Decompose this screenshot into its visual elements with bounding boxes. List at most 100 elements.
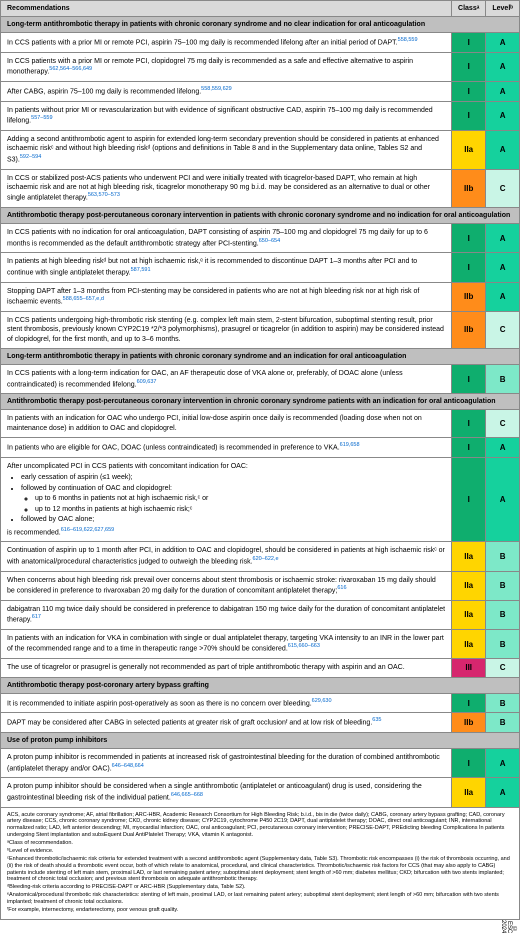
- level-cell: A: [486, 101, 520, 130]
- class-cell: IIb: [452, 282, 486, 311]
- level-cell: A: [486, 778, 520, 807]
- class-cell: I: [452, 410, 486, 438]
- section-header: Long-term antithrombotic therapy in pati…: [1, 17, 520, 33]
- level-cell: C: [486, 169, 520, 208]
- level-cell: A: [486, 130, 520, 169]
- class-cell: IIa: [452, 130, 486, 169]
- recommendation-text: DAPT may be considered after CABG in sel…: [1, 713, 452, 733]
- level-cell: A: [486, 438, 520, 458]
- class-cell: I: [452, 33, 486, 53]
- recommendation-text: In patients at high bleeding riskᵈ but n…: [1, 253, 452, 282]
- level-cell: B: [486, 629, 520, 658]
- recommendation-row: A proton pump inhibitor should be consid…: [1, 778, 520, 807]
- recommendation-text: The use of ticagrelor or prasugrel is ge…: [1, 659, 452, 677]
- recommendation-text: Continuation of aspirin up to 1 month af…: [1, 542, 452, 571]
- footnote-line: ᵇLevel of evidence.: [7, 848, 513, 855]
- section-header: Long-term antithrombotic therapy in pati…: [1, 349, 520, 365]
- class-cell: I: [452, 224, 486, 253]
- recommendation-text: It is recommended to initiate aspirin po…: [1, 693, 452, 713]
- recommendation-text: Stopping DAPT after 1–3 months from PCI-…: [1, 282, 452, 311]
- section-header: Antithrombotic therapy post-coronary art…: [1, 677, 520, 693]
- recommendation-row: In patients at high bleeding riskᵈ but n…: [1, 253, 520, 282]
- class-cell: I: [452, 253, 486, 282]
- recommendation-row: After CABG, aspirin 75–100 mg daily is r…: [1, 81, 520, 101]
- class-cell: IIb: [452, 713, 486, 733]
- recommendation-text: In CCS or stabilized post-ACS patients w…: [1, 169, 452, 208]
- class-cell: I: [452, 693, 486, 713]
- class-cell: I: [452, 52, 486, 81]
- section-header: Antithrombotic therapy post-percutaneous…: [1, 394, 520, 410]
- recommendation-text: Adding a second antithrombotic agent to …: [1, 130, 452, 169]
- recommendation-row: In patients who are eligible for OAC, DO…: [1, 438, 520, 458]
- level-cell: A: [486, 749, 520, 778]
- recommendation-text: A proton pump inhibitor is recommended i…: [1, 749, 452, 778]
- class-cell: I: [452, 749, 486, 778]
- recommendation-text: A proton pump inhibitor should be consid…: [1, 778, 452, 807]
- footnote-line: ᵈBleeding-risk criteria according to PRE…: [7, 884, 513, 891]
- recommendation-row: dabigatran 110 mg twice daily should be …: [1, 600, 520, 629]
- level-cell: A: [486, 224, 520, 253]
- footnote-line: ᶠFor example, internectomy, endarterecto…: [7, 907, 513, 914]
- class-cell: I: [452, 365, 486, 394]
- footnote-line: ᶜEnhanced thrombotic/ischaemic risk crit…: [7, 856, 513, 884]
- level-cell: B: [486, 365, 520, 394]
- level-cell: A: [486, 282, 520, 311]
- recommendation-row: Adding a second antithrombotic agent to …: [1, 130, 520, 169]
- level-cell: A: [486, 253, 520, 282]
- footnotes: ACS, acute coronary syndrome; AF, atrial…: [0, 808, 520, 920]
- table-header: Recommendations Classᵃ Levelᵇ: [1, 1, 520, 17]
- recommendation-row: A proton pump inhibitor is recommended i…: [1, 749, 520, 778]
- recommendation-row: In patients with an indication for VKA i…: [1, 629, 520, 658]
- level-cell: A: [486, 52, 520, 81]
- class-cell: IIa: [452, 600, 486, 629]
- copyright: © ESC 2024: [500, 920, 518, 933]
- recommendation-text: After CABG, aspirin 75–100 mg daily is r…: [1, 81, 452, 101]
- recommendations-table: Recommendations Classᵃ Levelᵇ Long-term …: [0, 0, 520, 808]
- class-cell: IIb: [452, 311, 486, 348]
- level-cell: B: [486, 713, 520, 733]
- level-cell: A: [486, 33, 520, 53]
- level-cell: B: [486, 693, 520, 713]
- recommendation-text: In CCS patients with a prior MI or remot…: [1, 33, 452, 53]
- class-cell: I: [452, 457, 486, 541]
- recommendation-text: In CCS patients with a prior MI or remot…: [1, 52, 452, 81]
- class-cell: III: [452, 659, 486, 677]
- footnote-line: ACS, acute coronary syndrome; AF, atrial…: [7, 812, 513, 840]
- recommendation-text: In patients who are eligible for OAC, DO…: [1, 438, 452, 458]
- recommendation-text: When concerns about high bleeding risk p…: [1, 571, 452, 600]
- class-cell: I: [452, 101, 486, 130]
- recommendation-text: In patients with an indication for OAC w…: [1, 410, 452, 438]
- section-header: Use of proton pump inhibitors: [1, 733, 520, 749]
- recommendation-row: In CCS patients with no indication for o…: [1, 224, 520, 253]
- level-cell: A: [486, 81, 520, 101]
- class-cell: I: [452, 81, 486, 101]
- recommendation-row: DAPT may be considered after CABG in sel…: [1, 713, 520, 733]
- recommendation-row: In CCS or stabilized post-ACS patients w…: [1, 169, 520, 208]
- class-cell: IIb: [452, 169, 486, 208]
- class-cell: I: [452, 438, 486, 458]
- recommendation-text: In CCS patients with no indication for o…: [1, 224, 452, 253]
- header-class: Classᵃ: [452, 1, 486, 17]
- recommendation-row: When concerns about high bleeding risk p…: [1, 571, 520, 600]
- level-cell: C: [486, 659, 520, 677]
- header-level: Levelᵇ: [486, 1, 520, 17]
- recommendation-row: After uncomplicated PCI in CCS patients …: [1, 457, 520, 541]
- recommendation-row: In CCS patients with a prior MI or remot…: [1, 52, 520, 81]
- level-cell: C: [486, 410, 520, 438]
- recommendation-row: Continuation of aspirin up to 1 month af…: [1, 542, 520, 571]
- recommendation-row: In CCS patients with a long-term indicat…: [1, 365, 520, 394]
- recommendation-row: In patients without prior MI or revascul…: [1, 101, 520, 130]
- footnote-line: ᵃClass of recommendation.: [7, 840, 513, 847]
- recommendation-text: In CCS patients with a long-term indicat…: [1, 365, 452, 394]
- recommendation-row: It is recommended to initiate aspirin po…: [1, 693, 520, 713]
- class-cell: IIa: [452, 542, 486, 571]
- section-header: Antithrombotic therapy post-percutaneous…: [1, 208, 520, 224]
- header-recommendations: Recommendations: [1, 1, 452, 17]
- recommendation-row: The use of ticagrelor or prasugrel is ge…: [1, 659, 520, 677]
- recommendation-row: Stopping DAPT after 1–3 months from PCI-…: [1, 282, 520, 311]
- footnote-line: ᵉAnatomical/procedural thrombotic risk c…: [7, 892, 513, 906]
- recommendation-row: In CCS patients with a prior MI or remot…: [1, 33, 520, 53]
- recommendation-text: dabigatran 110 mg twice daily should be …: [1, 600, 452, 629]
- level-cell: B: [486, 571, 520, 600]
- recommendation-text: In patients without prior MI or revascul…: [1, 101, 452, 130]
